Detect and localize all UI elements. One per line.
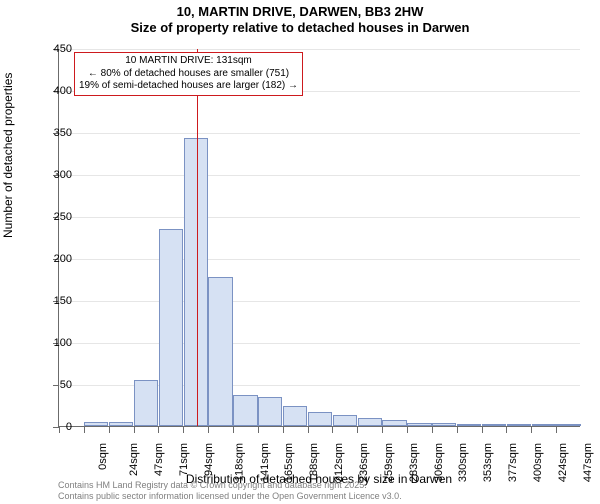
- histogram-bar: [507, 424, 531, 426]
- histogram-bar: [283, 406, 307, 426]
- x-tick: [308, 427, 309, 433]
- grid-line: [59, 259, 580, 260]
- grid-line: [59, 175, 580, 176]
- annotation-line3: 19% of semi-detached houses are larger (…: [79, 80, 298, 93]
- histogram-bar: [84, 422, 108, 426]
- y-tick: [53, 385, 59, 386]
- x-tick: [183, 427, 184, 433]
- y-tick-label: 450: [54, 43, 72, 55]
- y-axis-title: Number of detached properties: [1, 73, 15, 238]
- histogram-bar: [184, 138, 208, 426]
- x-tick: [258, 427, 259, 433]
- x-tick: [556, 427, 557, 433]
- grid-line: [59, 49, 580, 50]
- y-tick-label: 150: [54, 295, 72, 307]
- histogram-bar: [308, 412, 332, 426]
- histogram-bar: [159, 229, 183, 426]
- histogram-bar: [258, 397, 282, 426]
- histogram-bar: [208, 277, 232, 426]
- y-tick-label: 350: [54, 127, 72, 139]
- histogram-bar: [532, 424, 556, 426]
- x-tick: [407, 427, 408, 433]
- footer-line2: Contains public sector information licen…: [58, 491, 402, 502]
- grid-line: [59, 343, 580, 344]
- grid-line: [59, 301, 580, 302]
- histogram-bar: [109, 422, 133, 426]
- grid-line: [59, 133, 580, 134]
- histogram-bar: [358, 418, 382, 426]
- x-tick: [158, 427, 159, 433]
- y-tick-label: 50: [60, 379, 72, 391]
- page-title-address: 10, MARTIN DRIVE, DARWEN, BB3 2HW: [0, 4, 600, 19]
- footer-attribution: Contains HM Land Registry data © Crown c…: [58, 480, 402, 502]
- histogram-bar: [233, 395, 257, 426]
- x-tick: [134, 427, 135, 433]
- chart-plot-area: 0sqm24sqm47sqm71sqm94sqm118sqm141sqm165s…: [58, 49, 580, 427]
- x-tick: [382, 427, 383, 433]
- x-tick: [531, 427, 532, 433]
- x-tick: [457, 427, 458, 433]
- x-tick: [506, 427, 507, 433]
- y-tick-label: 300: [54, 169, 72, 181]
- x-tick: [482, 427, 483, 433]
- y-tick-label: 100: [54, 337, 72, 349]
- y-tick-label: 0: [66, 421, 72, 433]
- y-tick-label: 400: [54, 85, 72, 97]
- x-tick: [109, 427, 110, 433]
- grid-line: [59, 217, 580, 218]
- x-tick: [208, 427, 209, 433]
- x-tick: [357, 427, 358, 433]
- histogram-bar: [482, 424, 506, 426]
- histogram-bar: [134, 380, 158, 426]
- annotation-line2: ← 80% of detached houses are smaller (75…: [79, 68, 298, 81]
- x-tick-label: 447sqm: [582, 443, 594, 482]
- x-tick: [233, 427, 234, 433]
- histogram-bar: [382, 420, 406, 426]
- x-tick: [283, 427, 284, 433]
- x-tick-label: 0sqm: [97, 443, 109, 470]
- histogram-bar: [556, 424, 580, 426]
- histogram-bar: [457, 424, 481, 426]
- footer-line1: Contains HM Land Registry data © Crown c…: [58, 480, 402, 491]
- x-tick: [84, 427, 85, 433]
- property-marker-line: [197, 49, 198, 426]
- annotation-box: 10 MARTIN DRIVE: 131sqm← 80% of detached…: [74, 52, 303, 96]
- histogram-bar: [432, 423, 456, 426]
- page-title-desc: Size of property relative to detached ho…: [0, 20, 600, 35]
- x-tick: [432, 427, 433, 433]
- y-tick-label: 200: [54, 253, 72, 265]
- y-tick-label: 250: [54, 211, 72, 223]
- histogram-bar: [333, 415, 357, 426]
- x-tick: [59, 427, 60, 433]
- histogram-bar: [407, 423, 431, 426]
- x-tick: [332, 427, 333, 433]
- annotation-line1: 10 MARTIN DRIVE: 131sqm: [79, 55, 298, 68]
